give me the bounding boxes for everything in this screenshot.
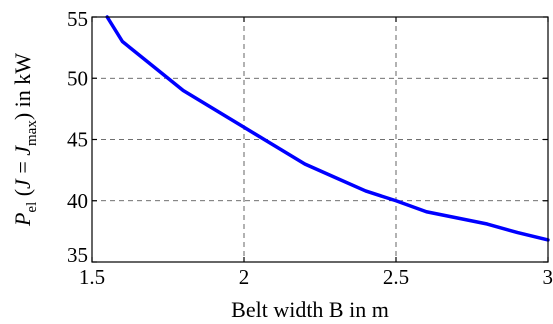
y-axis-label-sub: max — [24, 120, 40, 146]
x-tick-label: 3 — [543, 265, 553, 289]
y-tick-label: 35 — [67, 243, 88, 267]
x-tick-label: 2.5 — [383, 265, 409, 289]
x-tick-label: 2 — [239, 265, 250, 289]
y-axis-label-var2: J — [10, 145, 35, 156]
y-axis-label-eq: = — [10, 156, 35, 179]
tick-layer: 1.5 2 2.5 3 35 40 45 50 55 — [67, 7, 553, 289]
y-tick-label: 45 — [67, 128, 88, 152]
y-tick-label: 55 — [67, 7, 88, 31]
series-line — [105, 15, 550, 242]
y-axis-label-symbol-sub: el — [24, 202, 40, 213]
y-tick-label: 50 — [67, 66, 88, 90]
y-axis-label-unit: in kW — [10, 53, 35, 113]
y-axis-label-symbol: P — [10, 213, 35, 227]
y-axis-label: Pel (J = Jmax) in kW — [10, 53, 40, 227]
y-axis-label-close: ) — [10, 113, 35, 120]
y-tick-label: 40 — [67, 189, 88, 213]
grid-lines — [92, 17, 548, 262]
x-tick-label: 1.5 — [79, 265, 105, 289]
y-axis-label-open: ( — [10, 189, 35, 202]
series-layer — [105, 15, 550, 242]
y-axis-label-var: J — [10, 178, 35, 189]
x-axis-label: Belt width B in m — [231, 297, 389, 322]
